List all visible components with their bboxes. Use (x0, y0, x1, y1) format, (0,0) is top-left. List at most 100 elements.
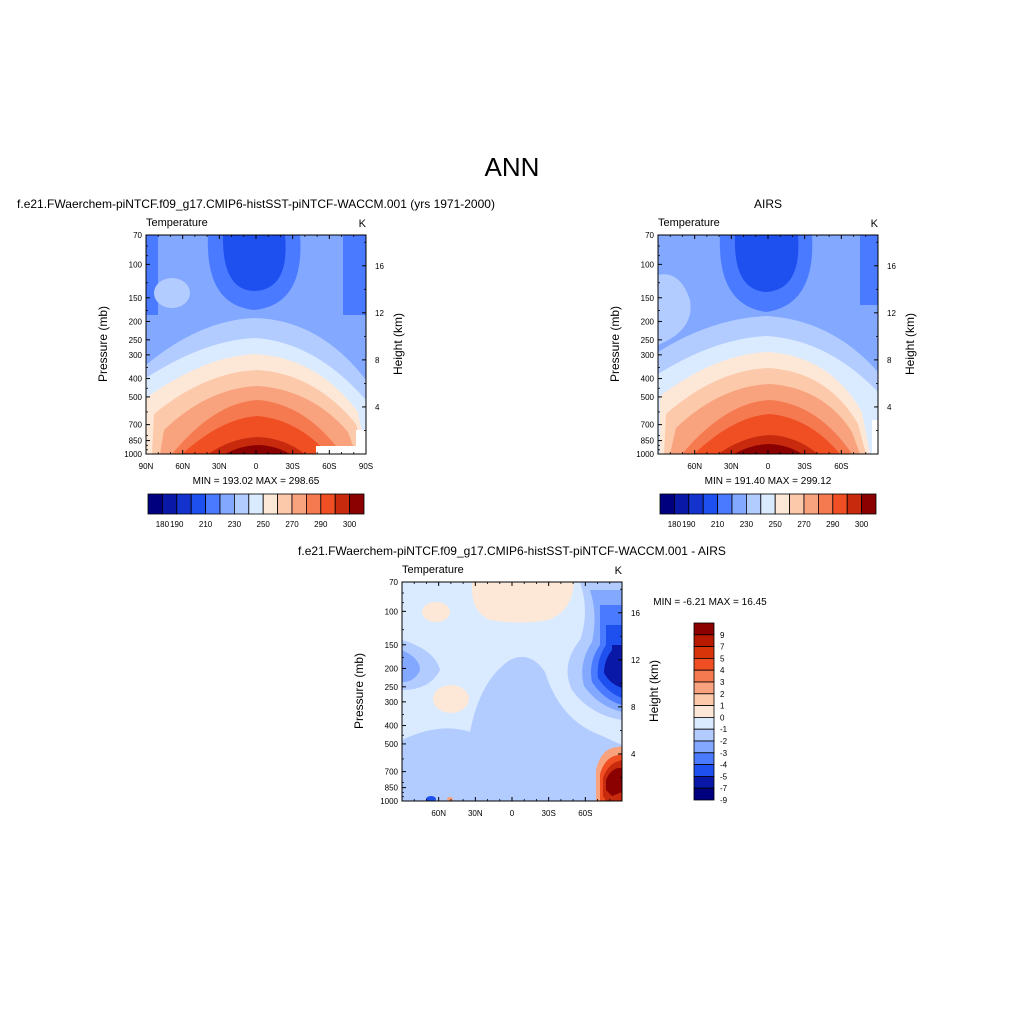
colorbar-label: 270 (285, 520, 299, 529)
y-tick-label: 700 (129, 421, 143, 430)
obs-band-l9 (734, 444, 802, 454)
colorbar-swatch (277, 493, 293, 515)
colorbar-swatch (262, 493, 279, 515)
obs-band-pale-n (658, 274, 691, 345)
colorbar-swatch (248, 493, 264, 515)
model-below-ground-2 (356, 430, 366, 454)
colorbar-swatch (746, 493, 762, 515)
x-tick-label: 90N (139, 462, 154, 471)
colorbar-swatch (659, 493, 675, 515)
model-band-l9 (225, 445, 290, 454)
x-tick-label: 30N (468, 809, 483, 818)
colorbar-label: 300 (855, 520, 869, 529)
colorbar-label: 0 (720, 713, 725, 722)
panel-obs-title: AIRS (754, 197, 782, 211)
x-tick-label: 0 (766, 462, 771, 471)
model-band-l7 (182, 416, 328, 454)
panel-model-field (146, 235, 366, 454)
y-tick-label: 70 (133, 231, 142, 240)
colorbar-label: 5 (720, 654, 725, 663)
colorbar-swatch (693, 717, 715, 730)
colorbar-swatch (161, 493, 178, 515)
panel-model-yticks: 70 100 150 200 250 300 400 500 700 850 1000 (124, 231, 150, 459)
colorbar-swatch (693, 669, 715, 683)
colorbar-label: -5 (720, 772, 728, 781)
y-tick-label: 100 (385, 607, 399, 616)
colorbar-swatch (846, 493, 863, 515)
colorbar-label: 230 (740, 520, 754, 529)
colorbar-swatch (291, 493, 307, 515)
panel-obs-y2ticks: 4 8 12 16 (874, 241, 896, 431)
panel-model-colorbar: 180 190 210 230 250 270 290 300 (147, 493, 365, 529)
obs-antarctic-white (872, 420, 878, 454)
panel-model-stats: MIN = 193.02 MAX = 298.65 (193, 476, 320, 487)
panel-diff-y2label: Height (km) (647, 660, 661, 722)
colorbar-label: -3 (720, 749, 728, 758)
colorbar-label: 4 (720, 666, 725, 675)
colorbar-label: 230 (228, 520, 242, 529)
panel-obs-y2label: Height (km) (903, 313, 917, 375)
y-tick-label: 500 (641, 393, 655, 402)
y-tick-label: 500 (385, 740, 399, 749)
diff-mid-left (402, 650, 420, 682)
colorbar-label: 290 (826, 520, 840, 529)
y-tick-label: 70 (389, 578, 398, 587)
y-tick-label: 400 (129, 375, 143, 384)
panel-diff-stats: MIN = -6.21 MAX = 16.45 (653, 597, 767, 608)
y-tick-label: 250 (385, 683, 399, 692)
model-band-pale-isle (154, 278, 190, 308)
diff-warm-s4 (606, 768, 622, 796)
colorbar-label: 180 (668, 520, 682, 529)
y-tick-label: 850 (641, 437, 655, 446)
y2-tick-label: 16 (887, 262, 896, 271)
colorbar-label: -9 (720, 796, 728, 805)
colorbar-label: 9 (720, 631, 725, 640)
y-tick-label: 700 (641, 421, 655, 430)
panel-obs-stats: MIN = 191.40 MAX = 299.12 (705, 476, 832, 487)
panel-obs-colorbar: 180 190 210 230 250 270 290 300 (659, 493, 877, 529)
colorbar-label: 1 (720, 702, 725, 711)
panel-model-ylabel: Pressure (mb) (96, 306, 110, 382)
colorbar-label: 2 (720, 690, 725, 699)
colorbar-swatch (702, 493, 719, 515)
y-tick-label: 200 (385, 664, 399, 673)
panel-diff-units: K (615, 565, 623, 577)
colorbar-swatch (334, 493, 351, 515)
y-tick-label: 200 (641, 317, 655, 326)
y-tick-label: 850 (385, 784, 399, 793)
model-band-pole-n (146, 235, 158, 315)
panel-diff-title: f.e21.FWaerchem-piNTCF.f09_g17.CMIP6-his… (298, 544, 726, 558)
y2-tick-label: 16 (631, 609, 640, 618)
y-tick-label: 300 (385, 698, 399, 707)
y-tick-label: 850 (129, 437, 143, 446)
obs-band-pole-s (860, 235, 878, 305)
x-tick-label: 60N (431, 809, 446, 818)
colorbar-swatch (693, 787, 715, 801)
panel-diff-variable: Temperature (402, 564, 464, 576)
colorbar-swatch (693, 634, 715, 647)
y2-tick-label: 8 (887, 356, 892, 365)
y-tick-label: 400 (641, 375, 655, 384)
colorbar-label: 300 (343, 520, 357, 529)
panel-diff-field (402, 582, 622, 801)
y-tick-label: 150 (385, 641, 399, 650)
colorbar-label: 250 (769, 520, 783, 529)
colorbar-label: 190 (682, 520, 696, 529)
diff-cold-surface (426, 796, 436, 801)
diff-warm-blob-n (422, 602, 450, 622)
colorbar-label: 290 (314, 520, 328, 529)
colorbar-label: 180 (156, 520, 170, 529)
y-tick-label: 700 (385, 768, 399, 777)
panel-model-variable: Temperature (146, 217, 208, 229)
diff-warm-blob-m (433, 685, 469, 713)
y2-tick-label: 16 (375, 262, 384, 271)
x-tick-label: 30N (724, 462, 739, 471)
colorbar-swatch (861, 493, 877, 515)
colorbar-swatch (789, 493, 805, 515)
panel-model: f.e21.FWaerchem-piNTCF.f09_g17.CMIP6-his… (17, 197, 495, 529)
panel-diff: f.e21.FWaerchem-piNTCF.f09_g17.CMIP6-his… (298, 544, 767, 818)
y-tick-label: 100 (641, 260, 655, 269)
colorbar-swatch (774, 493, 791, 515)
diff-upper-warm (471, 582, 574, 623)
y-tick-label: 300 (641, 351, 655, 360)
